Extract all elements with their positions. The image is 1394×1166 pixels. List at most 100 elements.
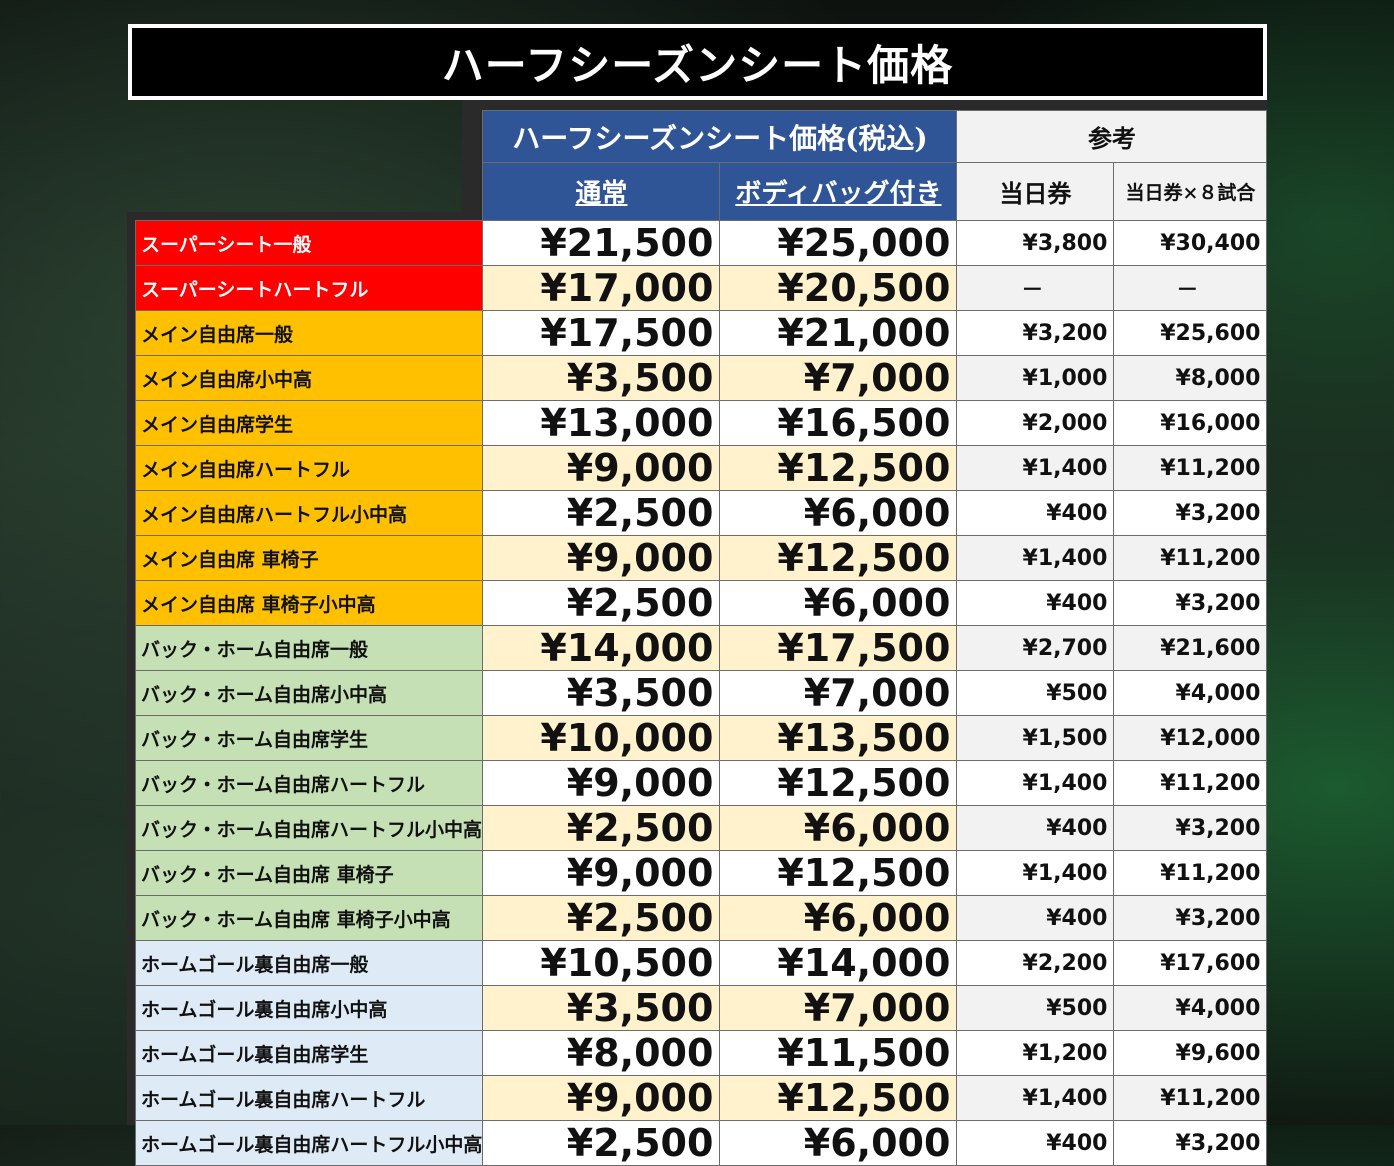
with-bag-price-cell: ¥7,000 <box>719 670 958 716</box>
regular-column-header[interactable]: 通常 <box>482 162 721 221</box>
day-ticket-x8-price-cell: ¥4,000 <box>1113 670 1268 716</box>
day-ticket-price-cell: ¥1,400 <box>956 445 1115 491</box>
day-ticket-x8-price-cell: ¥30,400 <box>1113 220 1268 266</box>
table-row: メイン自由席ハートフル ¥9,000 ¥12,500 ¥1,400 ¥11,200 <box>134 445 1268 491</box>
regular-price-cell: ¥14,000 <box>482 625 721 671</box>
seat-name-cell: メイン自由席 車椅子 <box>134 535 484 581</box>
with-bag-price-cell: ¥20,500 <box>719 265 958 311</box>
day-ticket-price-cell: ¥1,400 <box>956 1075 1115 1121</box>
table-row: ホームゴール裏自由席一般 ¥10,500 ¥14,000 ¥2,200 ¥17,600 <box>134 940 1268 986</box>
regular-price-cell: ¥9,000 <box>482 850 721 896</box>
regular-price-cell: ¥17,000 <box>482 265 721 311</box>
table-row: バック・ホーム自由席学生 ¥10,000 ¥13,500 ¥1,500 ¥12,000 <box>134 715 1268 761</box>
seat-name-cell: メイン自由席ハートフル <box>134 445 484 491</box>
table-row: バック・ホーム自由席ハートフル ¥9,000 ¥12,500 ¥1,400 ¥11,20… <box>134 760 1268 806</box>
day-ticket-price-cell: － <box>956 265 1115 311</box>
with-bag-price-cell: ¥16,500 <box>719 400 958 446</box>
regular-price-cell: ¥10,500 <box>482 940 721 986</box>
with-bag-column-header[interactable]: ボディバッグ付き <box>719 162 958 221</box>
seat-name-cell: メイン自由席 車椅子小中高 <box>134 580 484 626</box>
seat-name-cell: ホームゴール裏自由席一般 <box>134 940 484 986</box>
day-ticket-price-cell: ¥1,400 <box>956 535 1115 581</box>
regular-price-cell: ¥3,500 <box>482 355 721 401</box>
day-ticket-x8-price-cell: ¥8,000 <box>1113 355 1268 401</box>
day-ticket-x8-price-cell: ¥11,200 <box>1113 850 1268 896</box>
table-row: メイン自由席 車椅子 ¥9,000 ¥12,500 ¥1,400 ¥11,200 <box>134 535 1268 581</box>
seat-name-cell: バック・ホーム自由席ハートフル <box>134 760 484 806</box>
with-bag-price-cell: ¥7,000 <box>719 985 958 1031</box>
table-row: バック・ホーム自由席ハートフル小中高 ¥2,500 ¥6,000 ¥400 ¥3,200 <box>134 805 1268 851</box>
regular-price-cell: ¥10,000 <box>482 715 721 761</box>
with-bag-price-cell: ¥12,500 <box>719 1075 958 1121</box>
seat-name-cell: メイン自由席一般 <box>134 310 484 356</box>
with-bag-price-cell: ¥6,000 <box>719 580 958 626</box>
day-ticket-x8-price-cell: ¥11,200 <box>1113 445 1268 491</box>
regular-price-cell: ¥9,000 <box>482 760 721 806</box>
day-ticket-x8-price-cell: ¥3,200 <box>1113 805 1268 851</box>
regular-price-cell: ¥9,000 <box>482 1075 721 1121</box>
with-bag-price-cell: ¥13,500 <box>719 715 958 761</box>
day-ticket-price-cell: ¥400 <box>956 805 1115 851</box>
page-title: ハーフシーズンシート価格 <box>441 40 954 90</box>
seat-name-cell: バック・ホーム自由席学生 <box>134 715 484 761</box>
day-ticket-x8-price-cell: ¥25,600 <box>1113 310 1268 356</box>
with-bag-price-cell: ¥6,000 <box>719 805 958 851</box>
table-row: スーパーシート一般 ¥21,500 ¥25,000 ¥3,800 ¥30,400 <box>134 220 1268 266</box>
day-ticket-x8-price-cell: ¥12,000 <box>1113 715 1268 761</box>
day-ticket-x8-price-cell: ¥9,600 <box>1113 1030 1268 1076</box>
table-row: バック・ホーム自由席小中高 ¥3,500 ¥7,000 ¥500 ¥4,000 <box>134 670 1268 716</box>
day-ticket-price-cell: ¥1,000 <box>956 355 1115 401</box>
with-bag-price-cell: ¥14,000 <box>719 940 958 986</box>
day-ticket-x8-price-cell: ¥3,200 <box>1113 1120 1268 1166</box>
day-ticket-x8-price-cell: ¥4,000 <box>1113 985 1268 1031</box>
regular-price-cell: ¥2,500 <box>482 1120 721 1166</box>
seat-name-cell: ホームゴール裏自由席ハートフル <box>134 1075 484 1121</box>
with-bag-price-cell: ¥7,000 <box>719 355 958 401</box>
with-bag-price-cell: ¥21,000 <box>719 310 958 356</box>
day-ticket-price-cell: ¥1,400 <box>956 760 1115 806</box>
with-bag-price-cell: ¥6,000 <box>719 895 958 941</box>
with-bag-price-cell: ¥12,500 <box>719 445 958 491</box>
day-ticket-x8-price-cell: ¥16,000 <box>1113 400 1268 446</box>
seat-name-cell: スーパーシートハートフル <box>134 265 484 311</box>
day-ticket-price-cell: ¥400 <box>956 895 1115 941</box>
day-ticket-x8-column-header: 当日券×８試合 <box>1113 162 1268 221</box>
day-ticket-x8-price-cell: ¥11,200 <box>1113 1075 1268 1121</box>
table-row: メイン自由席学生 ¥13,000 ¥16,500 ¥2,000 ¥16,000 <box>134 400 1268 446</box>
with-bag-price-cell: ¥17,500 <box>719 625 958 671</box>
day-ticket-price-cell: ¥2,200 <box>956 940 1115 986</box>
table-row: メイン自由席一般 ¥17,500 ¥21,000 ¥3,200 ¥25,600 <box>134 310 1268 356</box>
seat-name-cell: メイン自由席学生 <box>134 400 484 446</box>
seat-name-cell: バック・ホーム自由席一般 <box>134 625 484 671</box>
regular-price-cell: ¥13,000 <box>482 400 721 446</box>
with-bag-price-cell: ¥12,500 <box>719 535 958 581</box>
with-bag-price-cell: ¥6,000 <box>719 490 958 536</box>
regular-price-cell: ¥2,500 <box>482 805 721 851</box>
seat-name-cell: バック・ホーム自由席 車椅子 <box>134 850 484 896</box>
regular-price-cell: ¥17,500 <box>482 310 721 356</box>
regular-price-cell: ¥9,000 <box>482 445 721 491</box>
table-row: メイン自由席小中高 ¥3,500 ¥7,000 ¥1,000 ¥8,000 <box>134 355 1268 401</box>
day-ticket-price-cell: ¥3,200 <box>956 310 1115 356</box>
with-bag-price-cell: ¥12,500 <box>719 760 958 806</box>
table-row: メイン自由席ハートフル小中高 ¥2,500 ¥6,000 ¥400 ¥3,200 <box>134 490 1268 536</box>
regular-price-cell: ¥9,000 <box>482 535 721 581</box>
day-ticket-price-cell: ¥500 <box>956 670 1115 716</box>
with-bag-price-cell: ¥6,000 <box>719 1120 958 1166</box>
day-ticket-price-cell: ¥2,000 <box>956 400 1115 446</box>
seat-name-cell: ホームゴール裏自由席小中高 <box>134 985 484 1031</box>
table-row: バック・ホーム自由席一般 ¥14,000 ¥17,500 ¥2,700 ¥21,600 <box>134 625 1268 671</box>
with-bag-price-cell: ¥11,500 <box>719 1030 958 1076</box>
with-bag-price-cell: ¥12,500 <box>719 850 958 896</box>
reference-group-header: 参考 <box>956 110 1268 163</box>
table-row: メイン自由席 車椅子小中高 ¥2,500 ¥6,000 ¥400 ¥3,200 <box>134 580 1268 626</box>
regular-price-cell: ¥2,500 <box>482 580 721 626</box>
day-ticket-x8-price-cell: － <box>1113 265 1268 311</box>
day-ticket-x8-price-cell: ¥17,600 <box>1113 940 1268 986</box>
day-ticket-x8-price-cell: ¥21,600 <box>1113 625 1268 671</box>
table-row: ホームゴール裏自由席学生 ¥8,000 ¥11,500 ¥1,200 ¥9,600 <box>134 1030 1268 1076</box>
table-row: バック・ホーム自由席 車椅子小中高 ¥2,500 ¥6,000 ¥400 ¥3,200 <box>134 895 1268 941</box>
table-row: ホームゴール裏自由席小中高 ¥3,500 ¥7,000 ¥500 ¥4,000 <box>134 985 1268 1031</box>
price-group-header: ハーフシーズンシート価格(税込) <box>482 110 958 163</box>
day-ticket-price-cell: ¥2,700 <box>956 625 1115 671</box>
